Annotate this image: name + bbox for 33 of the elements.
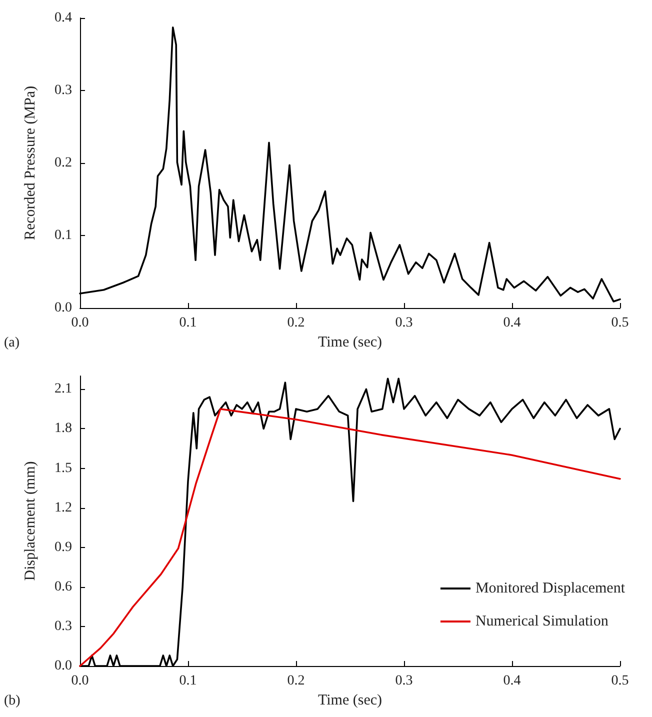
x-tick-label: 0.0 [71, 316, 89, 330]
text: (a) [4, 336, 20, 350]
x-tick-label: 0.3 [395, 674, 413, 688]
x-axis-title: Time (sec) [318, 692, 382, 708]
legend-label: Monitored Displacement [475, 580, 626, 596]
legend-label: Numerical Simulation [475, 614, 609, 630]
y-tick-label: 0.4 [54, 10, 72, 26]
x-tick-label: 0.5 [611, 674, 629, 688]
x-tick-label: 0.2 [287, 674, 305, 688]
x-tick-label: 0.4 [503, 674, 521, 688]
y-tick-label: 0.6 [54, 579, 72, 594]
x-tick-label: 0.0 [71, 674, 89, 688]
y-tick-label: 1.5 [54, 460, 72, 476]
y-tick-label: 0.3 [54, 83, 72, 98]
y-tick-label: 0.3 [54, 618, 72, 634]
text: (b) [4, 694, 21, 708]
y-tick-label: 0.9 [54, 540, 72, 555]
y-tick-label: 1.8 [54, 421, 72, 436]
y-tick-label: 0.2 [54, 156, 72, 170]
y-tick-label: 0.1 [54, 228, 72, 243]
x-tick-label: 0.2 [287, 316, 305, 330]
x-tick-label: 0.5 [611, 316, 629, 330]
y-tick-label: 0.0 [54, 658, 72, 674]
x-tick-label: 0.1 [179, 316, 197, 330]
y-tick-label: 0.0 [54, 300, 72, 316]
y-axis-title: Recorded Pressure (MPa) [22, 86, 38, 240]
y-tick-label: 2.1 [54, 382, 72, 397]
y-tick-label: 1.2 [54, 500, 72, 516]
x-tick-label: 0.4 [503, 316, 521, 330]
y-axis-title: Displacement (mm) [22, 461, 38, 581]
x-tick-label: 0.3 [395, 316, 413, 330]
x-axis-title: Time (sec) [318, 334, 382, 350]
x-tick-label: 0.1 [179, 674, 197, 688]
